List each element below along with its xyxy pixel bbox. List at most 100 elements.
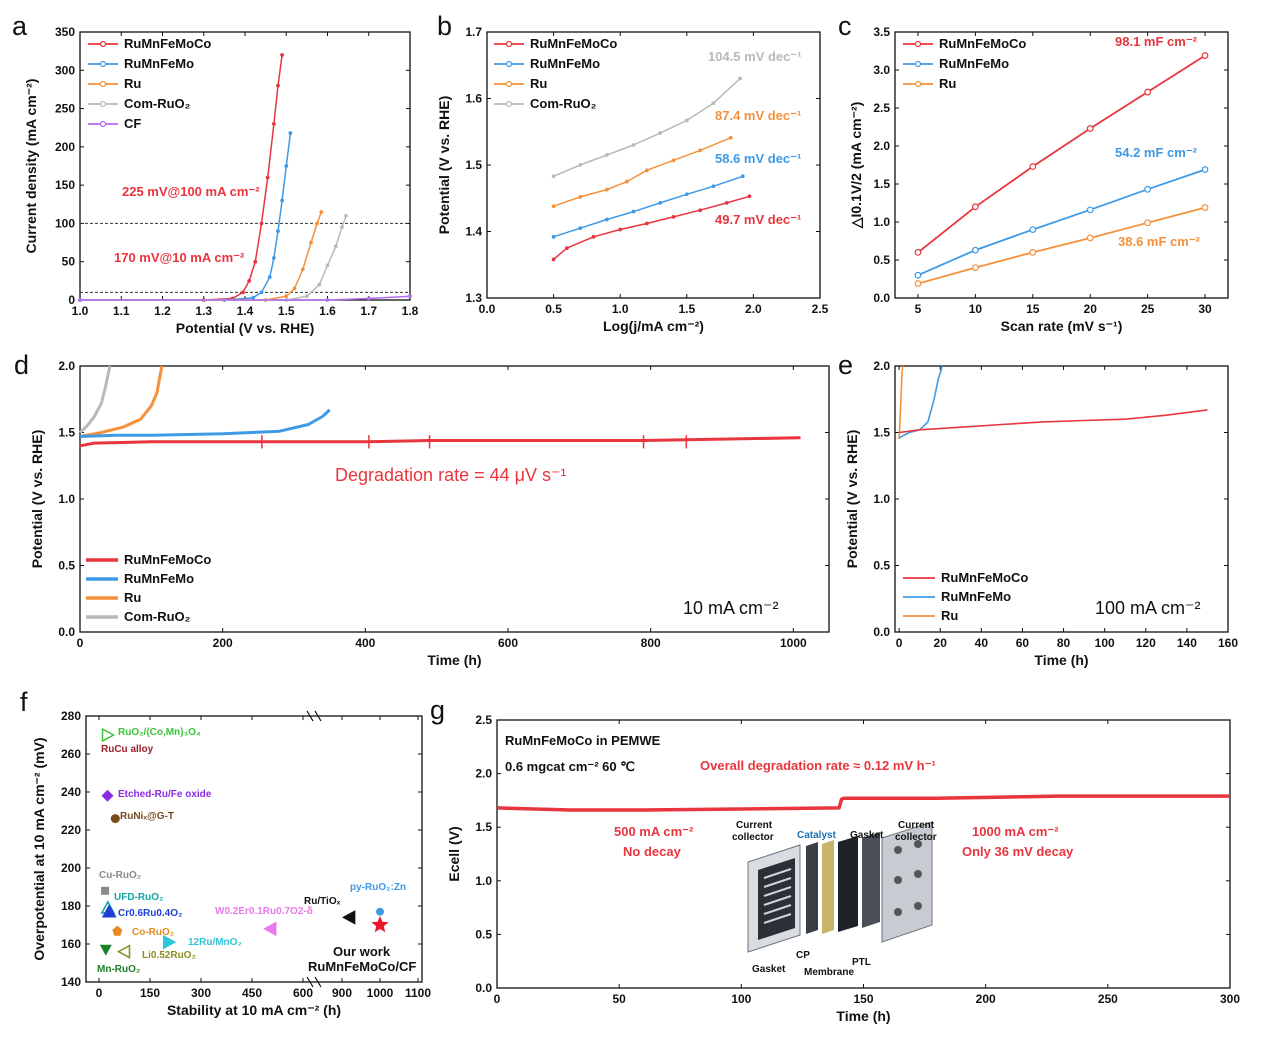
y-tick-label: 0.0 [873,291,890,305]
data-point [1086,234,1094,242]
data-point [624,179,629,184]
inset-label: collector [895,832,937,843]
data-point [747,194,752,199]
y-axis-label: △I0.1V/2 (mA cm⁻²) [848,102,864,230]
data-point [241,290,245,295]
data-point [280,53,285,57]
y-tick-label: 200 [55,140,75,154]
scatter-point [371,916,389,933]
gasket-frame [758,858,795,940]
x-axis-label: Stability at 10 mA cm⁻² (h) [167,1002,341,1018]
y-tick-label: 2.0 [475,767,492,781]
data-point [284,164,289,168]
x-tick-label: 100 [1095,636,1115,650]
panel-e: 0 20 40 60 80 100 120 140 160 0.0 0.5 1.0 1.5 2.0 Time… [844,359,1238,668]
axis-break [314,710,322,722]
data-point [1086,206,1094,214]
data-point [1029,163,1037,170]
data-point [271,255,276,260]
y-tick-label: 0.5 [475,927,492,941]
series-line [79,365,164,438]
x-tick-label: 200 [213,636,233,650]
legend-marker [914,60,922,68]
legend-label: Com-RuO₂ [530,96,597,111]
panel-b: 0.0 0.5 1.0 1.5 2.0 2.5 1.3 1.4 1.5 1.6 1.7 Log(j/m… [436,25,829,334]
plot-frame [79,365,830,633]
y-tick-label: 2.5 [873,101,890,115]
data-point [317,282,322,287]
legend-label: RuMnFeMoCo [530,36,617,51]
annotation: 58.6 mV dec⁻¹ [715,151,801,166]
data-point [284,294,289,299]
point-label: W0.2Er0.1Ru0.7O2-δ [215,906,313,917]
x-tick-label: 1000 [780,636,807,650]
point-label: UFD-RuO₂ [114,892,163,903]
y-tick-label: 1.7 [465,25,482,39]
data-point [551,234,556,239]
data-point [408,294,412,299]
panel-g: 0 50 100 150 200 250 300 0.0 0.5 1.0 1.5 2.0 2.5 Time… [446,713,1240,1024]
legend-label: Ru [941,608,958,623]
x-tick-label: 1100 [405,986,431,1000]
annotation: 0.6 mgcat cm⁻² 60 ℃ [505,759,635,774]
data-point [914,248,922,256]
x-tick-label: 1.5 [678,302,695,316]
inset-label: Current [736,820,773,831]
y-tick-label: 180 [61,899,81,913]
data-point [914,271,922,279]
data-point [971,203,979,211]
axis-break [306,976,314,988]
x-tick-label: 160 [1218,636,1238,650]
data-point [604,153,609,157]
data-point [551,257,556,262]
data-point [604,187,609,192]
annotation: 49.7 mV dec⁻¹ [715,212,801,227]
data-point [711,101,716,106]
membrane-layer [822,840,834,934]
annotation: RuMnFeMoCo in PEMWE [505,733,661,748]
y-tick-label: 220 [61,823,81,837]
point-label: Cr0.6Ru0.4O₂ [118,908,182,919]
legend-marker [914,80,922,88]
data-point [325,263,330,268]
data-point [1201,52,1209,59]
inset-label: PTL [852,957,871,968]
legend-marker [505,100,513,108]
x-tick-label: 0.5 [545,302,562,316]
x-tick-label: 1.4 [237,304,254,318]
legend-label: Com-RuO₂ [124,96,191,111]
scatter-point [101,886,110,895]
y-axis-label: Potential (V vs. RHE) [844,430,860,568]
x-tick-label: 40 [975,636,989,650]
series-line [898,365,944,439]
legend-marker [99,40,107,48]
legend-marker [505,40,513,48]
x-axis-label: Scan rate (mV s⁻¹) [1001,318,1123,334]
legend-marker [914,40,922,48]
x-tick-label: 1.6 [319,304,336,318]
scatter-point [116,944,131,959]
x-tick-label: 250 [1098,992,1118,1006]
y-tick-label: 280 [61,709,81,723]
bolt [914,902,922,910]
y-tick-label: 1.0 [58,492,75,506]
x-tick-label: 20 [1084,302,1098,316]
data-point [644,168,649,173]
series-line [80,295,411,301]
legend-marker [99,100,107,108]
x-tick-label: 10 [969,302,983,316]
x-tick-label: 25 [1141,302,1155,316]
y-axis-label: Overpotential at 10 mA cm⁻² (mV) [31,737,47,960]
data-point [1144,185,1152,193]
y-tick-label: 1.6 [465,92,482,106]
panel-label-f: f [20,687,28,717]
scatter-point [99,944,112,956]
annotation: 100 mA cm⁻² [1095,598,1201,618]
data-point [319,210,324,214]
x-tick-label: 80 [1057,636,1071,650]
data-point [551,204,556,209]
data-point [276,83,280,88]
point-label: 12Ru/MnO₂ [188,937,242,948]
y-tick-label: 1.5 [465,158,482,172]
